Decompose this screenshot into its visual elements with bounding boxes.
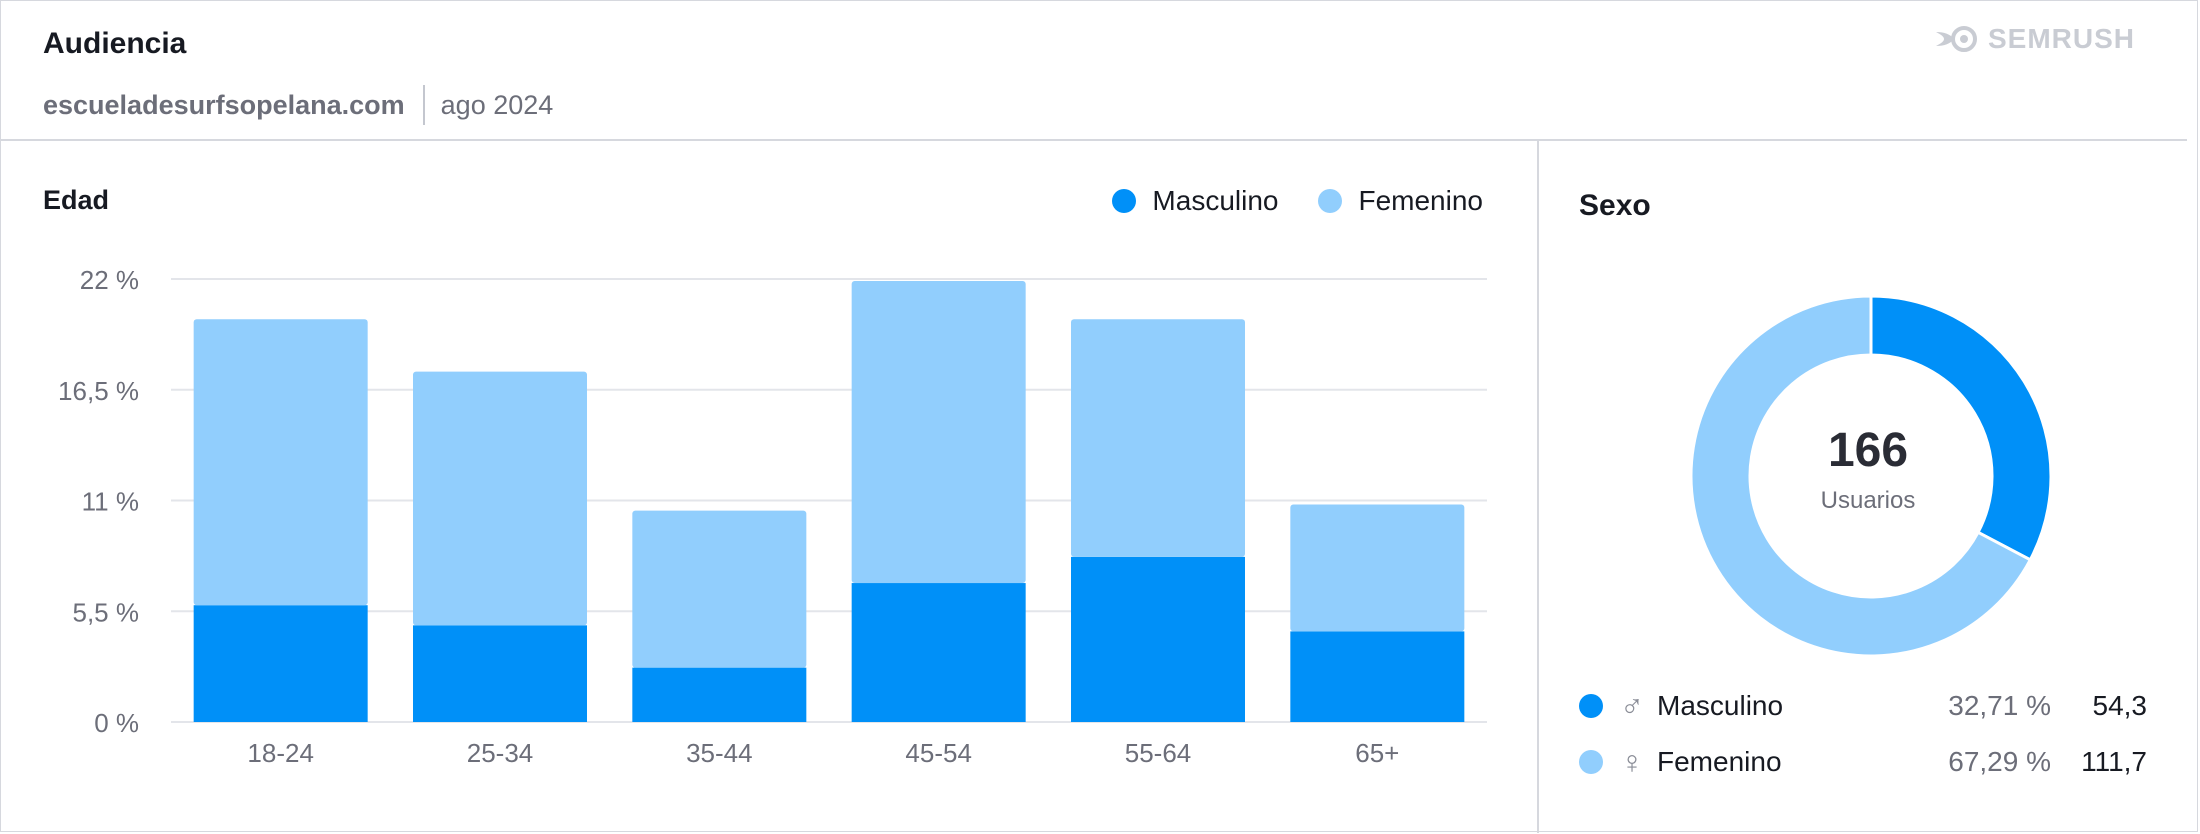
sex-row-masculino: ♂ Masculino 32,71 % 54,3	[1579, 686, 2147, 726]
sex-dot-masculino	[1579, 694, 1603, 718]
widget-title: Audiencia	[43, 27, 187, 60]
donut-slice-masculino	[1869, 294, 2053, 562]
total-users-label: Usuarios	[1820, 487, 1916, 514]
bar-masculino	[632, 667, 807, 722]
sex-label-femenino: Femenino	[1657, 746, 1782, 777]
semrush-logo: SEMRUSH	[1934, 23, 2135, 55]
sex-pct-masculino: 32,71 %	[1948, 690, 2051, 721]
legend-label-masculino: Masculino	[1152, 185, 1279, 216]
sex-row-femenino: ♀ Femenino 67,29 % 111,7	[1579, 742, 2147, 782]
bar-femenino	[1290, 504, 1465, 632]
bar-masculino	[851, 583, 1026, 722]
subtitle-separator	[422, 85, 425, 125]
legend-dot-femenino	[1318, 189, 1343, 213]
brand-name: SEMRUSH	[1987, 23, 2135, 54]
bar-femenino	[632, 510, 807, 668]
age-legend: Masculino Femenino	[1112, 185, 1483, 217]
panel-divider	[1537, 139, 1539, 833]
bar-masculino	[1290, 631, 1465, 722]
y-tick-label: 5,5 %	[73, 597, 140, 627]
bar-femenino	[851, 281, 1026, 584]
sex-value-masculino: 54,3	[2092, 690, 2148, 721]
x-tick-label: 35-44	[686, 738, 753, 768]
male-icon: ♂	[1620, 687, 1644, 724]
x-tick-label: 18-24	[247, 738, 314, 768]
y-tick-label: 0 %	[94, 708, 139, 738]
legend-label-femenino: Femenino	[1358, 185, 1483, 216]
bar-masculino	[193, 605, 368, 722]
bar-masculino	[1071, 556, 1245, 722]
x-tick-label: 55-64	[1125, 738, 1192, 768]
bar-femenino	[193, 319, 368, 606]
total-users-value: 166	[1827, 424, 1909, 477]
widget-header: Audiencia escueladesurfsopelana.com ago …	[1, 1, 2187, 141]
sex-donut-chart	[1689, 294, 2053, 658]
bar-masculino	[413, 625, 587, 722]
x-tick-label: 65+	[1355, 738, 1399, 768]
age-bar-chart: 0 % 5,5 % 11 % 16,5 % 22 % 18-24 25-34 35-44 45-…	[58, 265, 1487, 768]
y-tick-label: 11 %	[82, 487, 139, 517]
semrush-flame-icon	[1935, 26, 1977, 52]
legend-item-femenino[interactable]: Femenino	[1318, 185, 1483, 217]
donut-slice-femenino	[1689, 294, 2033, 658]
sex-panel-title: Sexo	[1579, 189, 1651, 222]
female-icon: ♀	[1620, 743, 1644, 780]
period-label: ago 2024	[440, 89, 554, 120]
sex-pct-femenino: 67,29 %	[1948, 746, 2051, 777]
widget-subtitle: escueladesurfsopelana.com ago 2024	[43, 85, 553, 125]
bar-femenino	[413, 371, 587, 626]
sex-value-femenino: 111,7	[2081, 746, 2147, 777]
legend-item-masculino[interactable]: Masculino	[1112, 185, 1278, 217]
donut-center: 166 Usuarios	[1768, 427, 1968, 515]
x-tick-label: 25-34	[467, 738, 534, 768]
age-panel-title: Edad	[43, 185, 110, 215]
legend-dot-masculino	[1112, 189, 1137, 213]
sex-dot-femenino	[1579, 750, 1603, 774]
sex-label-masculino: Masculino	[1657, 690, 1784, 721]
domain-label: escueladesurfsopelana.com	[43, 89, 405, 120]
x-tick-label: 45-54	[905, 738, 972, 768]
y-tick-label: 22 %	[80, 265, 139, 295]
bar-femenino	[1071, 319, 1245, 557]
y-tick-label: 16,5 %	[58, 376, 139, 406]
